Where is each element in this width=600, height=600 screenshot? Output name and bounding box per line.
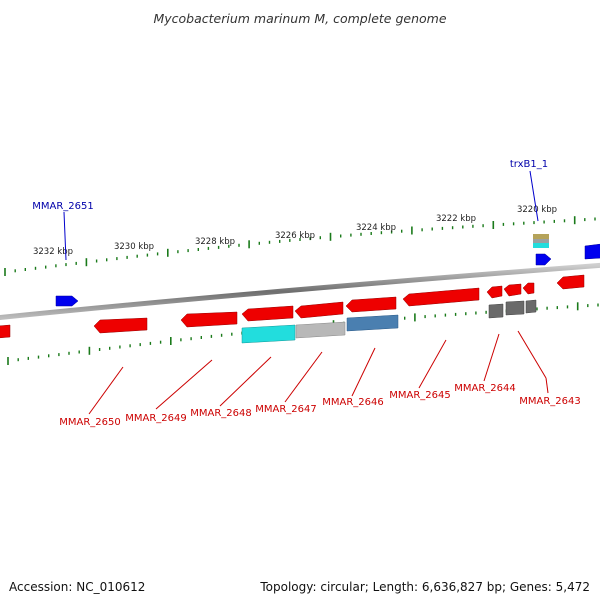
domain-olive[interactable] (533, 234, 549, 239)
gene-edge-forward[interactable] (584, 243, 600, 260)
domain-cyan[interactable] (241, 324, 296, 344)
gene-mmar-2644[interactable] (486, 285, 503, 299)
domain-gray-2[interactable] (505, 300, 525, 316)
gene-edge-reverse-right[interactable] (556, 274, 585, 290)
ruler-label-3226: 3226 kbp (275, 231, 315, 241)
domain-gray-1[interactable] (488, 303, 504, 319)
gene-label-mmar-2651[interactable]: MMAR_2651 (32, 201, 94, 212)
gene-label-mmar-2645[interactable]: MMAR_2645 (389, 390, 451, 401)
gene-mmar-2649[interactable] (180, 311, 238, 328)
ruler-label-3232: 3232 kbp (33, 247, 73, 257)
gene-mmar-2648[interactable] (241, 305, 294, 322)
leader-mmar-2650 (88, 366, 124, 415)
gene-small-reverse[interactable] (522, 282, 535, 295)
domain-steelblue[interactable] (346, 314, 399, 332)
leader-mmar-2649 (155, 359, 213, 410)
gene-label-mmar-2643[interactable]: MMAR_2643 (519, 396, 581, 407)
ruler-labels: 3232 kbp 3230 kbp 3228 kbp 3226 kbp 3224… (33, 205, 557, 257)
accession-label: Accession: NC_010612 (9, 580, 146, 594)
gene-mmar-2643[interactable] (503, 283, 522, 297)
ruler-label-3230: 3230 kbp (114, 242, 154, 252)
gene-edge-reverse[interactable] (0, 324, 11, 339)
leader-mmar-2646 (351, 347, 376, 397)
leader-mmar-2651 (63, 211, 67, 261)
gene-label-mmar-2650[interactable]: MMAR_2650 (59, 417, 121, 428)
ruler-label-3228: 3228 kbp (195, 237, 235, 247)
gene-mmar-2647[interactable] (294, 301, 344, 319)
gene-label-mmar-2646[interactable]: MMAR_2646 (322, 397, 384, 408)
domain-cyan-small[interactable] (533, 243, 549, 248)
leader-mmar-2643-b (545, 377, 549, 394)
leader-mmar-2648 (219, 356, 272, 407)
map-title: Mycobacterium marinum M, complete genome (153, 11, 446, 26)
gene-label-mmar-2644[interactable]: MMAR_2644 (454, 383, 516, 394)
gene-mmar-2646[interactable] (345, 296, 397, 313)
ruler-label-3222: 3222 kbp (436, 214, 476, 224)
leader-lines (63, 170, 549, 415)
ruler-label-3220: 3220 kbp (517, 205, 557, 215)
gene-label-mmar-2649[interactable]: MMAR_2649 (125, 413, 187, 424)
topology-label: Topology: circular; Length: 6,636,827 bp… (260, 580, 590, 594)
leader-mmar-2643-a (517, 330, 547, 379)
gene-label-trxb1-1[interactable]: trxB1_1 (510, 159, 548, 170)
leader-mmar-2645 (418, 339, 447, 389)
domain-silver[interactable] (295, 321, 346, 339)
leader-mmar-2647 (284, 351, 323, 403)
gene-mmar-2651[interactable] (55, 295, 79, 307)
domain-silver-small[interactable] (533, 239, 549, 243)
gene-trxb1-1[interactable] (535, 253, 552, 266)
leader-trxb1-1 (529, 170, 539, 222)
gene-mmar-2650[interactable] (93, 317, 148, 334)
domain-gray-3[interactable] (525, 299, 537, 314)
gene-labels: MMAR_2651 trxB1_1 MMAR_2650 MMAR_2649 MM… (32, 159, 581, 428)
gene-label-mmar-2647[interactable]: MMAR_2647 (255, 404, 317, 415)
forward-genes (55, 243, 600, 307)
domain-blocks (241, 234, 549, 344)
outer-tick-ring (4, 216, 596, 276)
ruler-label-3224: 3224 kbp (356, 223, 396, 233)
gene-label-mmar-2648[interactable]: MMAR_2648 (190, 408, 252, 419)
reverse-genes (0, 274, 585, 339)
genome-backbone (0, 262, 600, 321)
leader-mmar-2644 (483, 333, 500, 382)
gene-mmar-2645[interactable] (402, 287, 480, 307)
